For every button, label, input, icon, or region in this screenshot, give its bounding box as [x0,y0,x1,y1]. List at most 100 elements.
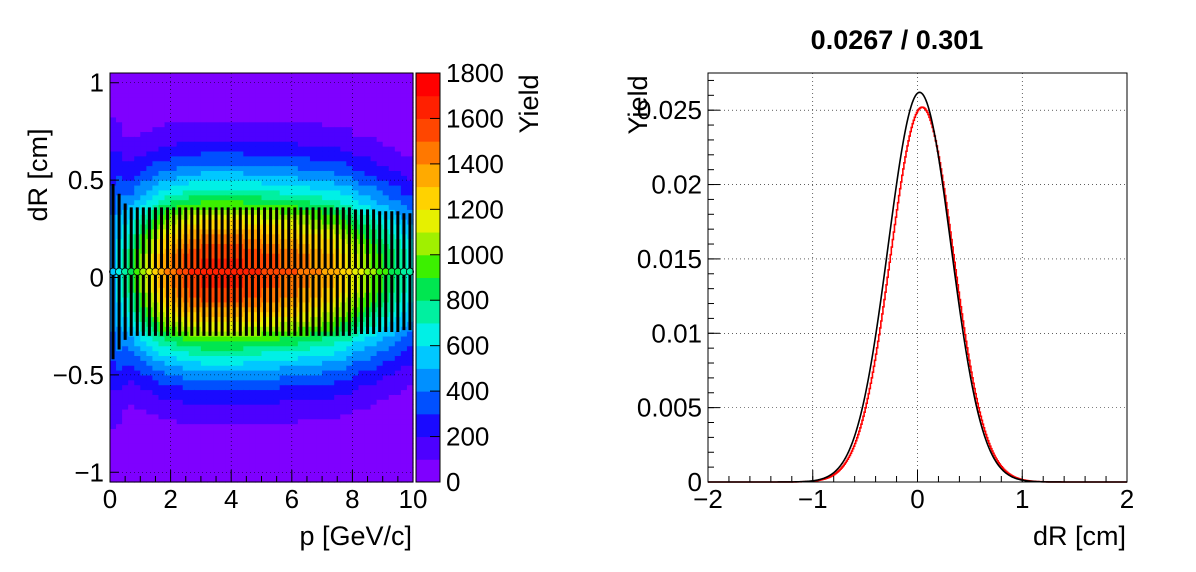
heatmap-cell [394,404,402,410]
palette-band [416,345,440,369]
heatmap-cell [152,365,160,371]
heatmap-cell [182,121,190,128]
heatmap-cell [206,335,214,342]
heatmap-cell [334,97,341,103]
heatmap-cell [309,335,317,342]
heatmap-cell [279,408,287,415]
heatmap-cell [249,345,257,352]
heatmap-cell [249,477,257,483]
heatmap-cell [388,331,396,337]
heatmap-cell [243,175,250,181]
heatmap-cell [406,413,414,420]
heatmap-cell [388,180,396,186]
heatmap-cell [158,131,166,137]
heatmap-cell [128,204,135,210]
heatmap-cell [255,452,263,459]
distribution-panel: 0.0267 / 0.301 −2 −1 0 1 2 00.0050.010.0150.… [623,25,1134,551]
heatmap-cell [164,340,172,347]
heatmap-cell [116,160,123,167]
heatmap-cell [152,111,160,118]
heatmap-cell [110,97,117,103]
heatmap-cell [243,413,250,420]
heatmap-cell [116,462,123,468]
heatmap-cell [152,379,160,386]
heatmap-cell [249,399,257,405]
heatmap-cell [200,92,208,98]
heatmap-cell [116,355,123,361]
heatmap-cell [267,146,275,152]
heatmap-cell [255,97,263,103]
heatmap-cell [267,204,275,210]
heatmap-cell [400,146,408,152]
heatmap-cell [273,408,281,415]
heatmap-cell [394,97,402,103]
heatmap-cell [243,389,250,395]
heatmap-cell [116,438,123,444]
heatmap-cell [188,165,196,171]
heatmap-cell [206,150,214,157]
heatmap-cell [400,355,408,361]
heatmap-cell [334,379,341,386]
heatmap-cell [352,379,360,386]
heatmap-cell [158,394,166,400]
heatmap-cell [243,121,250,128]
heatmap-cell [406,126,414,133]
heatmap-cell [352,194,360,201]
heatmap-cell [134,350,141,357]
heatmap-cell [134,428,141,434]
heatmap-cell [279,126,287,133]
heatmap-cell [225,428,232,434]
heatmap-cell [206,165,214,171]
heatmap-cell [316,428,323,434]
heatmap-cell [328,150,335,157]
heatmap-cell [346,467,353,473]
heatmap-cell [225,170,232,176]
heatmap-cell [134,126,141,133]
heatmap-cell [388,175,396,181]
heatmap-cell [243,204,250,210]
heatmap-cell [382,404,390,410]
heatmap-cell [400,331,408,337]
heatmap-cell [140,180,147,186]
heatmap-cell [334,350,341,357]
heatmap-cell [382,389,390,395]
heatmap-cell [188,121,196,128]
heatmap-cell [213,107,220,113]
heatmap-cell [267,335,275,342]
heatmap-cell [291,194,299,201]
heatmap-cell [225,126,232,133]
heatmap-cell [346,146,353,152]
heatmap-cell [243,374,250,381]
heatmap-cell [116,170,123,176]
heatmap-x-tick-label: 8 [345,484,359,514]
heatmap-cell [249,121,257,128]
heatmap-cell [182,467,190,473]
heatmap-cell [122,374,129,381]
heatmap-cell [358,150,366,157]
heatmap-cell [285,413,293,420]
heatmap-cell [182,165,190,171]
heatmap-cell [237,141,244,147]
heatmap-cell [364,443,372,449]
heatmap-cell [376,370,384,376]
heatmap-cell [394,102,402,108]
heatmap-cell [303,389,311,395]
heatmap-cell [182,335,190,342]
heatmap-cell [176,160,184,167]
heatmap-cell [182,389,190,395]
heatmap-cell [297,155,305,162]
heatmap-cell [346,399,353,405]
heatmap-cell [334,73,341,79]
heatmap-cell [297,413,305,420]
heatmap-cell [164,189,172,196]
heatmap-cell [267,199,275,206]
heatmap-cell [376,155,384,162]
heatmap-cell [170,423,178,430]
heatmap-cell [231,180,238,186]
heatmap-cell [267,102,275,108]
heatmap-cell [394,360,402,366]
heatmap-cell [376,146,384,152]
heatmap-cell [128,394,135,400]
heatmap-cell [231,345,238,352]
heatmap-cell [370,423,378,430]
